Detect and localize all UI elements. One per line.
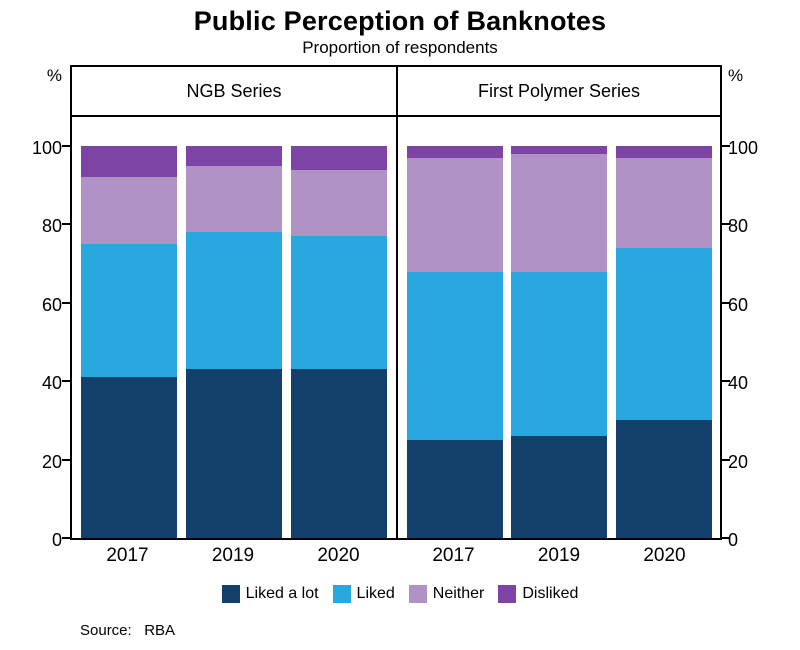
y-tick-label-left: 80 xyxy=(41,216,62,237)
x-axis-labels: 2017 2019 2020 2017 2019 2020 xyxy=(70,545,722,571)
bar-segment xyxy=(615,146,712,158)
legend-label: Disliked xyxy=(522,585,579,602)
y-tick-label-right: 100 xyxy=(728,138,759,159)
bar-segment xyxy=(81,146,177,178)
y-tick-mark-right xyxy=(721,458,730,461)
legend-label: Liked xyxy=(356,585,395,602)
bar-segment xyxy=(186,165,282,233)
x-tick-label: 2017 xyxy=(106,545,149,566)
y-tick-label-right: 40 xyxy=(728,373,749,394)
y-tick-mark-left xyxy=(62,301,71,304)
y-tick-label-left: 20 xyxy=(41,451,62,472)
stacked-bar-2017 xyxy=(406,146,503,538)
bar-segment xyxy=(406,157,503,272)
y-tick-label-left: 0 xyxy=(51,530,62,550)
bar-segment xyxy=(615,157,712,248)
y-tick-mark-right xyxy=(721,537,730,539)
y-tick-mark-left xyxy=(62,223,71,226)
y-tick-mark-right xyxy=(721,145,730,148)
x-labels-first-polymer: 2017 2019 2020 xyxy=(396,545,722,571)
bar-segment xyxy=(291,236,387,370)
bar-segment xyxy=(291,369,387,538)
y-tick-mark-right xyxy=(721,380,730,383)
plot-area: NGB Series First Polymer Series xyxy=(62,65,730,540)
bar-segment xyxy=(511,146,607,154)
bar-segment xyxy=(406,271,503,441)
y-tick-label-right: 60 xyxy=(728,294,749,315)
bar-segment xyxy=(81,244,177,378)
chart-subtitle: Proportion of respondents xyxy=(302,38,498,57)
x-labels-ngb: 2017 2019 2020 xyxy=(70,545,396,571)
bar-segment xyxy=(81,177,177,245)
bars-row-ngb xyxy=(72,67,396,538)
x-tick-label: 2019 xyxy=(211,545,255,566)
x-tick-label: 2019 xyxy=(537,545,581,566)
legend-swatch xyxy=(498,585,517,603)
y-tick-mark-left xyxy=(62,458,71,461)
panel-first-polymer-series: First Polymer Series xyxy=(396,67,720,538)
panel-title-ngb: NGB Series xyxy=(72,67,396,117)
y-tick-label-left: 60 xyxy=(41,294,62,315)
bar-segment xyxy=(81,377,177,538)
bar-segment xyxy=(186,232,282,370)
legend: Liked a lot Liked Neither Disliked xyxy=(0,585,800,603)
y-tick-mark-right xyxy=(721,223,730,226)
stacked-bar-2017 xyxy=(81,146,177,538)
bar-segment xyxy=(511,271,607,437)
source-note: Source: RBA xyxy=(80,622,176,639)
legend-swatch xyxy=(221,585,240,603)
legend-item: Liked xyxy=(332,585,395,603)
stacked-bar-2020 xyxy=(291,146,387,538)
y-tick-mark-left xyxy=(62,145,71,148)
legend-item: Disliked xyxy=(498,585,578,603)
bars-row-first-polymer xyxy=(398,67,720,538)
stacked-bar-2019 xyxy=(511,146,607,538)
y-axis-unit-right: % xyxy=(728,66,744,85)
bar-segment xyxy=(406,146,503,158)
y-tick-mark-left xyxy=(62,380,71,383)
chart-title: Public Perception of Banknotes xyxy=(193,6,607,36)
y-axis-unit-left: % xyxy=(46,66,62,85)
y-tick-label-left: 100 xyxy=(31,138,62,159)
y-tick-label-right: 80 xyxy=(728,216,749,237)
y-tick-label-right: 0 xyxy=(728,530,739,550)
bar-segment xyxy=(186,146,282,166)
bar-segment xyxy=(615,420,712,538)
bar-segment xyxy=(511,436,607,538)
bar-segment xyxy=(511,153,607,272)
bar-segment xyxy=(291,169,387,237)
y-tick-label-right: 20 xyxy=(728,451,749,472)
panel-ngb-series: NGB Series xyxy=(72,67,396,538)
legend-item: Liked a lot xyxy=(221,585,319,603)
legend-label: Neither xyxy=(432,585,485,602)
x-tick-label: 2020 xyxy=(643,545,686,566)
y-tick-mark-right xyxy=(721,301,730,304)
bar-segment xyxy=(186,369,282,538)
y-tick-label-left: 40 xyxy=(41,373,62,394)
stacked-bar-2019 xyxy=(186,146,282,538)
bar-segment xyxy=(615,248,712,421)
legend-swatch xyxy=(332,585,351,603)
legend-swatch xyxy=(408,585,427,603)
bar-segment xyxy=(291,146,387,170)
x-tick-label: 2020 xyxy=(317,545,360,566)
bar-segment xyxy=(406,440,503,538)
y-tick-mark-left xyxy=(62,537,71,539)
x-tick-label: 2017 xyxy=(432,545,475,566)
stacked-bar-2020 xyxy=(615,146,712,538)
panel-title-first-polymer: First Polymer Series xyxy=(398,67,720,117)
legend-item: Neither xyxy=(408,585,485,603)
legend-label: Liked a lot xyxy=(245,585,319,602)
